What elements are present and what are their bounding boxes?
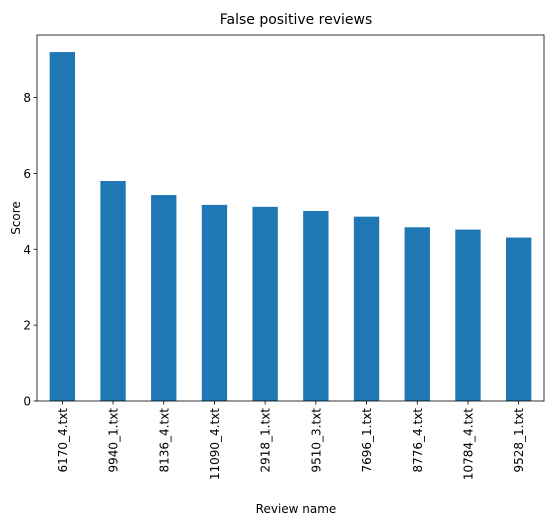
bar-8136_4.txt [151,195,177,401]
x-tick-label: 7696_1.txt [360,408,374,473]
bar-7696_1.txt [353,216,380,401]
y-tick-label: 4 [23,243,31,257]
plot-frame [36,34,545,402]
x-tick-label: 8136_4.txt [157,408,171,473]
y-tick-label: 8 [23,91,31,105]
bar-11090_4.txt [201,204,228,401]
bar-8776_4.txt [404,227,430,401]
bar-10784_4.txt [455,229,481,401]
y-tick-label: 0 [23,395,31,409]
x-tick-label: 9528_1.txt [512,408,526,473]
bar-2918_1.txt [252,206,278,401]
x-axis: 6170_4.txt 9940_1.txt 8136_4.txt 11090_4.tx… [56,401,526,480]
x-tick-label: 11090_4.txt [208,408,222,480]
y-tick-label: 6 [23,167,31,181]
x-axis-title: Review name [256,502,337,516]
bars-group [49,52,532,401]
y-axis: 0 2 4 6 8 [23,91,37,409]
bar-6170_4.txt [49,52,76,401]
x-tick-label: 9510_3.txt [309,408,323,473]
x-tick-label: 6170_4.txt [56,408,70,473]
x-tick-label: 9940_1.txt [107,408,121,473]
bar-9510_3.txt [303,210,329,401]
x-tick-label: 2918_1.txt [259,408,273,473]
chart-title: False positive reviews [220,12,373,28]
x-tick-label: 8776_4.txt [411,408,425,473]
bar-9940_1.txt [100,181,126,401]
y-tick-label: 2 [23,319,31,333]
bar-9528_1.txt [505,237,532,401]
x-tick-label: 10784_4.txt [461,408,475,480]
y-axis-title: Score [9,201,23,235]
